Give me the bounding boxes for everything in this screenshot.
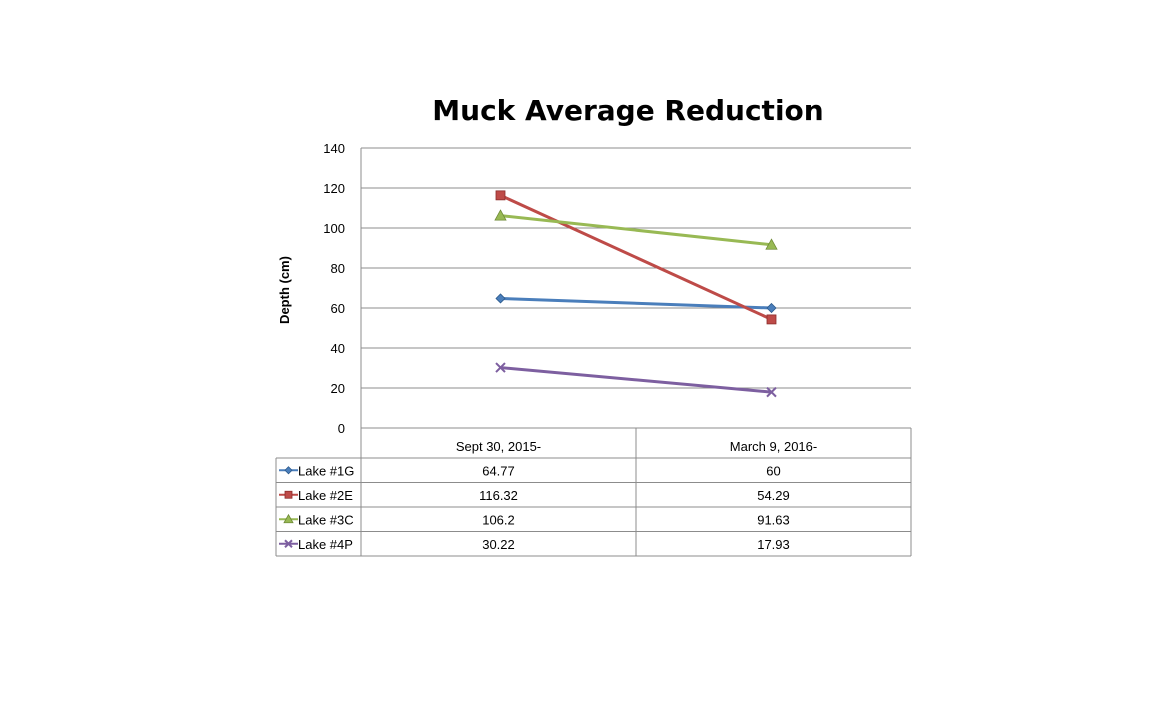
y-tick-label: 40 — [331, 341, 345, 356]
y-tick-label: 140 — [323, 141, 345, 156]
marker-stroke — [495, 362, 506, 373]
marker-stroke — [284, 539, 293, 548]
data-point-marker — [495, 362, 506, 373]
data-point-marker — [765, 238, 778, 250]
series-line — [500, 296, 772, 310]
y-tick-label: 120 — [323, 181, 345, 196]
y-tick-label: 20 — [331, 381, 345, 396]
legend-entry: Lake #4P — [298, 537, 353, 552]
data-label: 54.29 — [757, 488, 790, 503]
data-label: 91.63 — [757, 512, 790, 527]
data-point-marker — [495, 190, 506, 201]
data-point-marker — [284, 466, 293, 475]
y-axis-label: Depth (cm) — [277, 256, 292, 324]
data-label: 64.77 — [482, 463, 515, 478]
data-point-marker — [494, 209, 507, 221]
data-label: 106.2 — [482, 512, 515, 527]
data-point-marker — [766, 386, 777, 398]
data-label: 17.93 — [757, 537, 790, 552]
series-line — [500, 366, 772, 394]
y-tick-label: 80 — [331, 261, 345, 276]
data-label: 30.22 — [482, 537, 515, 552]
data-table: Sept 30, 2015- March 9, 2016- Lake #1G 64.7… — [275, 427, 912, 557]
legend-entry: Lake #3C — [298, 512, 354, 527]
grid-layer: 0 20 40 60 80 100 120 140 — [323, 141, 911, 436]
marker-stroke — [766, 386, 777, 398]
y-tick-label: 60 — [331, 301, 345, 316]
data-point-marker — [766, 314, 777, 325]
y-tick-label: 100 — [323, 221, 345, 236]
legend-entry: Lake #1G — [298, 463, 354, 478]
data-point-marker — [284, 539, 293, 548]
series-layer — [494, 190, 778, 398]
data-point-marker — [495, 293, 506, 304]
series-line — [499, 193, 773, 321]
data-point-marker — [766, 302, 777, 314]
x-tick-label: March 9, 2016- — [730, 439, 817, 454]
legend-entry: Lake #2E — [298, 488, 353, 503]
data-label: 116.32 — [479, 488, 518, 503]
data-point-marker — [283, 513, 294, 524]
x-tick-label: Sept 30, 2015- — [456, 439, 541, 454]
y-tick-label: 0 — [338, 421, 345, 436]
data-label: 60 — [766, 463, 780, 478]
series-line — [500, 214, 772, 247]
data-point-marker — [284, 490, 293, 499]
chart-title: Muck Average Reduction — [432, 94, 823, 127]
